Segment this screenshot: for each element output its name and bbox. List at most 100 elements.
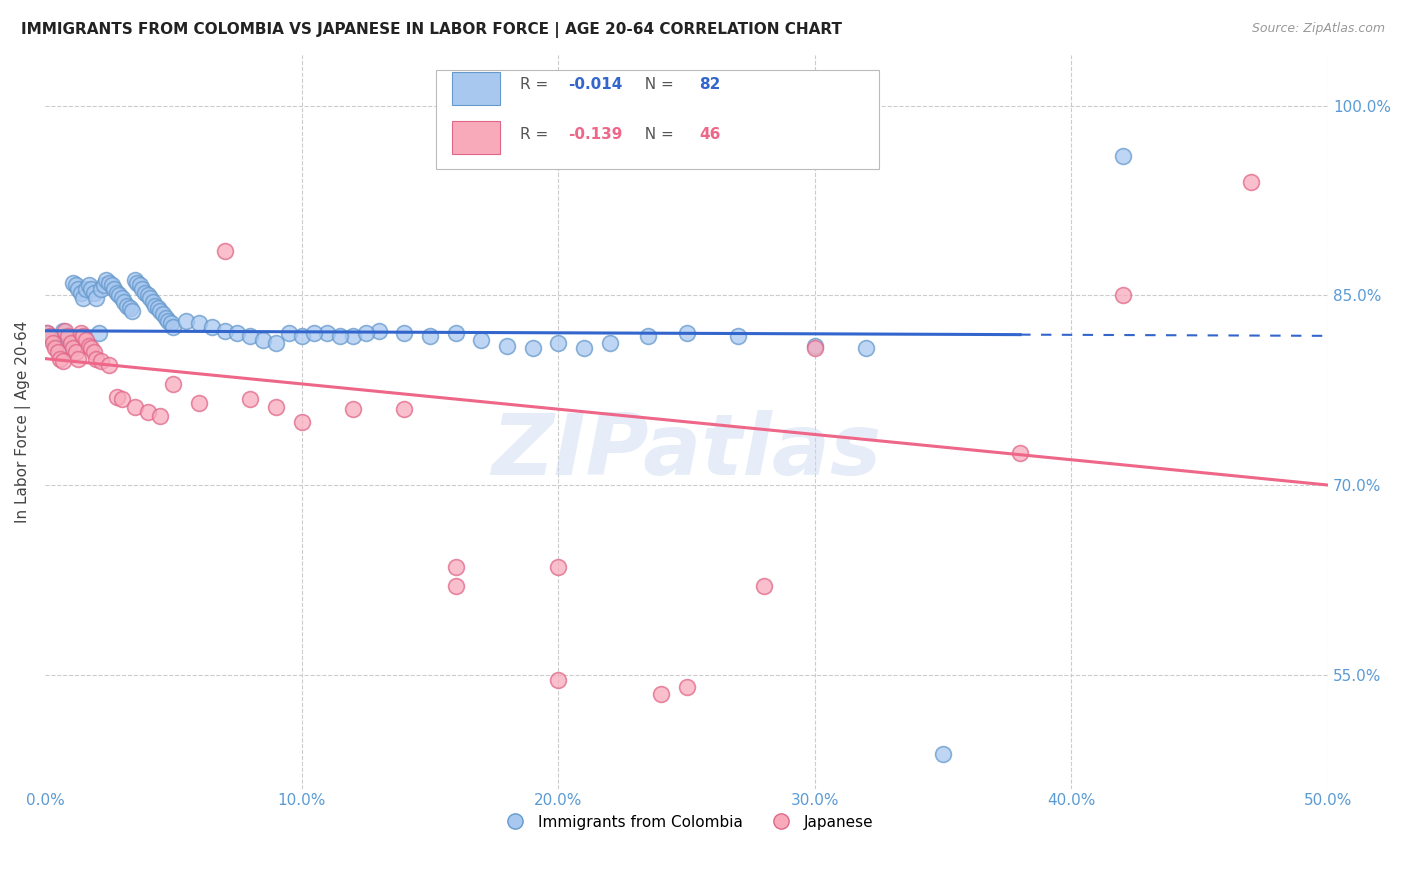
Point bbox=[75, 333, 97, 347]
Point bbox=[56, 329, 79, 343]
Point bbox=[572, 342, 595, 356]
Point bbox=[149, 303, 172, 318]
Point bbox=[675, 681, 697, 695]
Point bbox=[470, 333, 492, 347]
Point bbox=[77, 339, 100, 353]
Point bbox=[290, 329, 312, 343]
Y-axis label: In Labor Force | Age 20-64: In Labor Force | Age 20-64 bbox=[15, 320, 31, 523]
Point bbox=[65, 278, 87, 293]
Point bbox=[46, 342, 69, 356]
Point bbox=[124, 400, 146, 414]
Point bbox=[121, 303, 143, 318]
Point bbox=[98, 358, 121, 372]
Point bbox=[39, 329, 62, 343]
Point bbox=[111, 392, 134, 406]
Point bbox=[522, 342, 544, 356]
Point bbox=[252, 333, 274, 347]
Point bbox=[65, 345, 87, 359]
Point bbox=[98, 276, 121, 290]
Point bbox=[804, 339, 827, 353]
Point bbox=[157, 314, 180, 328]
Point bbox=[62, 276, 84, 290]
Point bbox=[290, 415, 312, 429]
Point bbox=[80, 342, 103, 356]
Point bbox=[675, 326, 697, 341]
Point bbox=[1112, 149, 1135, 163]
Point bbox=[239, 392, 262, 406]
Point bbox=[49, 345, 72, 359]
Point bbox=[128, 278, 150, 293]
Point bbox=[444, 326, 467, 341]
Point bbox=[111, 291, 134, 305]
Point bbox=[56, 333, 79, 347]
Point bbox=[39, 329, 62, 343]
Point bbox=[142, 294, 165, 309]
Point bbox=[44, 342, 66, 356]
Text: N =: N = bbox=[636, 78, 679, 92]
Point bbox=[59, 336, 82, 351]
Point bbox=[146, 301, 169, 315]
Point bbox=[342, 329, 364, 343]
Point bbox=[131, 282, 153, 296]
Point bbox=[855, 342, 877, 356]
Text: -0.014: -0.014 bbox=[568, 78, 623, 92]
Point bbox=[136, 288, 159, 302]
Point bbox=[264, 336, 287, 351]
Point bbox=[49, 351, 72, 366]
Point bbox=[804, 342, 827, 356]
Point bbox=[392, 402, 415, 417]
Point bbox=[354, 326, 377, 341]
Point bbox=[118, 301, 141, 315]
Point bbox=[143, 298, 166, 312]
Point bbox=[316, 326, 339, 341]
Bar bbox=[451, 72, 501, 105]
Point bbox=[105, 285, 128, 300]
Point bbox=[547, 673, 569, 687]
Point bbox=[495, 339, 517, 353]
Text: -0.139: -0.139 bbox=[568, 127, 623, 142]
Point bbox=[752, 579, 775, 593]
Point bbox=[87, 326, 110, 341]
Point bbox=[37, 326, 59, 341]
Point bbox=[329, 329, 352, 343]
Point bbox=[304, 326, 326, 341]
Point bbox=[599, 336, 621, 351]
Point bbox=[55, 324, 77, 338]
Point bbox=[342, 402, 364, 417]
Point bbox=[149, 409, 172, 423]
Point bbox=[55, 329, 77, 343]
Point bbox=[41, 333, 63, 347]
Point bbox=[90, 354, 112, 368]
Point bbox=[93, 278, 115, 293]
Point bbox=[114, 294, 136, 309]
Point bbox=[214, 244, 236, 259]
Point bbox=[214, 324, 236, 338]
Point bbox=[367, 324, 389, 338]
Point bbox=[277, 326, 299, 341]
Point bbox=[162, 320, 184, 334]
Point bbox=[152, 307, 174, 321]
Point bbox=[69, 285, 91, 300]
Point bbox=[44, 336, 66, 351]
Point bbox=[264, 400, 287, 414]
Text: R =: R = bbox=[520, 78, 553, 92]
Bar bbox=[451, 121, 501, 154]
Point bbox=[727, 329, 749, 343]
Point bbox=[103, 282, 125, 296]
Legend: Immigrants from Colombia, Japanese: Immigrants from Colombia, Japanese bbox=[494, 809, 880, 836]
Point bbox=[547, 336, 569, 351]
Point bbox=[83, 345, 105, 359]
Point bbox=[84, 351, 107, 366]
Point bbox=[139, 291, 162, 305]
Point bbox=[159, 316, 181, 330]
Text: Source: ZipAtlas.com: Source: ZipAtlas.com bbox=[1251, 22, 1385, 36]
Point bbox=[37, 326, 59, 341]
Point bbox=[100, 278, 122, 293]
Point bbox=[226, 326, 249, 341]
Point bbox=[1010, 446, 1032, 460]
Point bbox=[46, 345, 69, 359]
Point bbox=[72, 291, 94, 305]
Point bbox=[52, 324, 75, 338]
Point bbox=[650, 687, 672, 701]
Point bbox=[187, 396, 209, 410]
